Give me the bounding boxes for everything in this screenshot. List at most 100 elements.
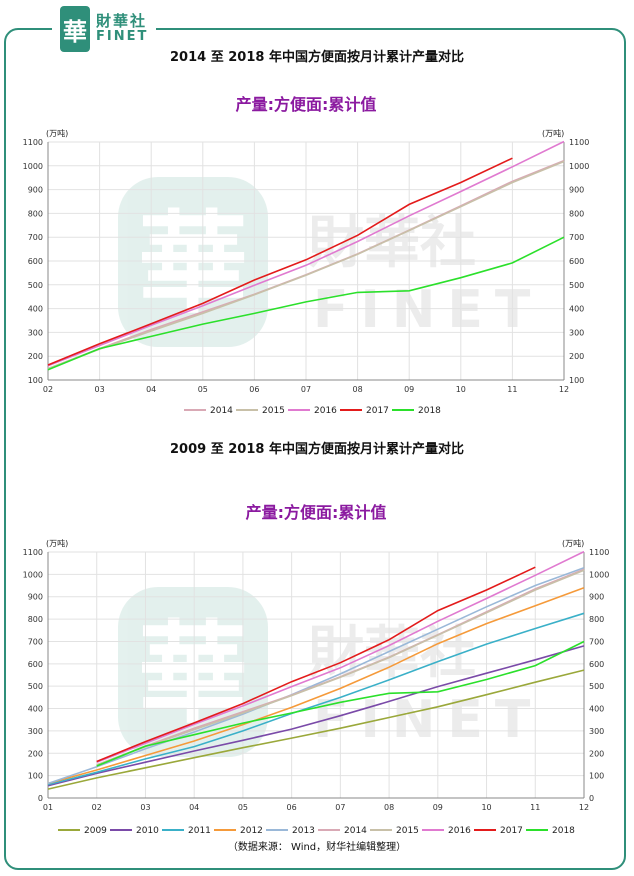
y-tick-label-right: 400 — [589, 705, 604, 714]
y-tick-label-left: 200 — [28, 352, 43, 361]
y-tick-label-right: 600 — [589, 660, 604, 669]
legend-label-2017: 2017 — [366, 406, 389, 416]
watermark-mark-icon — [118, 587, 268, 757]
y-tick-label-right: 100 — [569, 376, 584, 385]
y-tick-label-left: 1000 — [23, 162, 43, 171]
y-tick-label-right: 700 — [589, 637, 604, 646]
y-tick-label-left: 600 — [28, 660, 43, 669]
y-tick-label-right: 1000 — [589, 570, 609, 579]
y-tick-label-left: 900 — [28, 186, 43, 195]
x-tick-label: 11 — [530, 803, 540, 812]
legend-label-2009: 2009 — [84, 826, 107, 836]
y-tick-label-left: 300 — [28, 328, 43, 337]
y-tick-label-right: 100 — [589, 772, 604, 781]
legend-label-2011: 2011 — [188, 826, 211, 836]
legend-label-2012: 2012 — [240, 826, 263, 836]
logo-mark-icon: 華 — [60, 6, 90, 52]
x-tick-label: 06 — [249, 385, 259, 394]
legend-label-2015: 2015 — [262, 406, 285, 416]
series-line-2009 — [47, 669, 585, 790]
y-tick-label-left: 500 — [28, 682, 43, 691]
chart-title: 产量:方便面:累计值 — [246, 503, 387, 522]
chart-title: 产量:方便面:累计值 — [236, 95, 377, 114]
y-tick-label-right: 600 — [569, 257, 584, 266]
watermark-en-text: FINET — [313, 690, 542, 750]
legend-label-2017: 2017 — [500, 826, 523, 836]
x-tick-label: 05 — [198, 385, 208, 394]
x-tick-label: 12 — [559, 385, 569, 394]
section1-title: 2014 至 2018 年中国方便面按月计累计产量对比 — [170, 50, 464, 65]
section2-title: 2009 至 2018 年中国方便面按月计累计产量对比 — [170, 442, 464, 457]
y-unit-label-left: (万吨) — [46, 128, 68, 138]
y-tick-label-right: 1100 — [589, 548, 609, 557]
y-tick-label-right: 1100 — [569, 138, 589, 147]
y-unit-label-right: (万吨) — [542, 128, 564, 138]
legend-label-2014: 2014 — [210, 406, 233, 416]
watermark-mark-icon — [118, 177, 268, 347]
y-tick-label-right: 300 — [569, 328, 584, 337]
watermark-en-text: FINET — [313, 280, 542, 340]
legend-label-2015: 2015 — [396, 826, 419, 836]
chart-2009-2018: 華財華社FINET产量:方便面:累计值(万吨) (万吨)0 0100 100200 20… — [23, 503, 610, 836]
legend-label-2018: 2018 — [552, 826, 575, 836]
y-tick-label-right: 700 — [569, 233, 584, 242]
y-tick-label-right: 0 — [589, 794, 594, 803]
y-tick-label-left: 900 — [28, 593, 43, 602]
x-tick-label: 03 — [140, 803, 150, 812]
y-tick-label-left: 1100 — [23, 138, 43, 147]
legend-label-2016: 2016 — [314, 406, 337, 416]
series-line-2013 — [47, 566, 585, 785]
x-tick-label: 09 — [404, 385, 414, 394]
x-tick-label: 12 — [579, 803, 589, 812]
y-tick-label-right: 800 — [569, 209, 584, 218]
outer-frame — [4, 28, 626, 870]
x-tick-label: 03 — [95, 385, 105, 394]
y-tick-label-right: 800 — [589, 615, 604, 624]
y-tick-label-right: 1000 — [569, 162, 589, 171]
legend-label-2016: 2016 — [448, 826, 471, 836]
watermark-cn-text: 財華社 — [308, 211, 476, 276]
y-tick-label-left: 300 — [28, 727, 43, 736]
x-tick-label: 10 — [481, 803, 491, 812]
logo-cn-text: 財華社 — [96, 12, 148, 31]
y-tick-label-left: 600 — [28, 257, 43, 266]
watermark: 華財華社FINET — [118, 177, 542, 347]
x-tick-label: 05 — [238, 803, 248, 812]
finet-logo: 華 財華社 FINET — [52, 4, 157, 54]
x-tick-label: 07 — [301, 385, 311, 394]
legend-label-2014: 2014 — [344, 826, 367, 836]
logo-en-text: FINET — [96, 29, 149, 45]
series-line-2012 — [47, 587, 585, 785]
y-tick-label-left: 400 — [28, 705, 43, 714]
series-line-2017 — [47, 157, 513, 366]
source-note: （数据来源： Wind，财华社编辑整理） — [227, 842, 407, 853]
x-tick-label: 11 — [507, 385, 517, 394]
y-tick-label-left: 700 — [28, 637, 43, 646]
y-tick-label-right: 200 — [589, 749, 604, 758]
y-tick-label-right: 400 — [569, 305, 584, 314]
x-tick-label: 02 — [92, 803, 102, 812]
y-tick-label-left: 100 — [28, 772, 43, 781]
x-tick-label: 01 — [43, 803, 53, 812]
y-tick-label-left: 700 — [28, 233, 43, 242]
series-line-2018 — [47, 236, 565, 371]
y-tick-label-left: 100 — [28, 376, 43, 385]
y-tick-label-left: 400 — [28, 305, 43, 314]
y-tick-label-right: 500 — [569, 281, 584, 290]
legend-label-2018: 2018 — [418, 406, 441, 416]
y-tick-label-left: 1100 — [23, 548, 43, 557]
y-tick-label-left: 200 — [28, 749, 43, 758]
x-tick-label: 08 — [384, 803, 394, 812]
y-tick-label-left: 0 — [38, 794, 43, 803]
series-line-2015 — [96, 569, 585, 766]
series-line-2018 — [96, 640, 585, 767]
x-tick-label: 08 — [353, 385, 363, 394]
chart-2014-2018: 華財華社FINET 产量:方便面:累计值 (万吨) (万吨) 100 100 200 200 3… — [23, 95, 590, 416]
x-tick-label: 04 — [146, 385, 156, 394]
y-unit-label-right: (万吨) — [562, 538, 584, 548]
legend-label-2013: 2013 — [292, 826, 315, 836]
x-tick-label: 10 — [456, 385, 466, 394]
x-tick-label: 07 — [335, 803, 345, 812]
y-tick-label-left: 1000 — [23, 570, 43, 579]
y-tick-label-right: 900 — [589, 593, 604, 602]
